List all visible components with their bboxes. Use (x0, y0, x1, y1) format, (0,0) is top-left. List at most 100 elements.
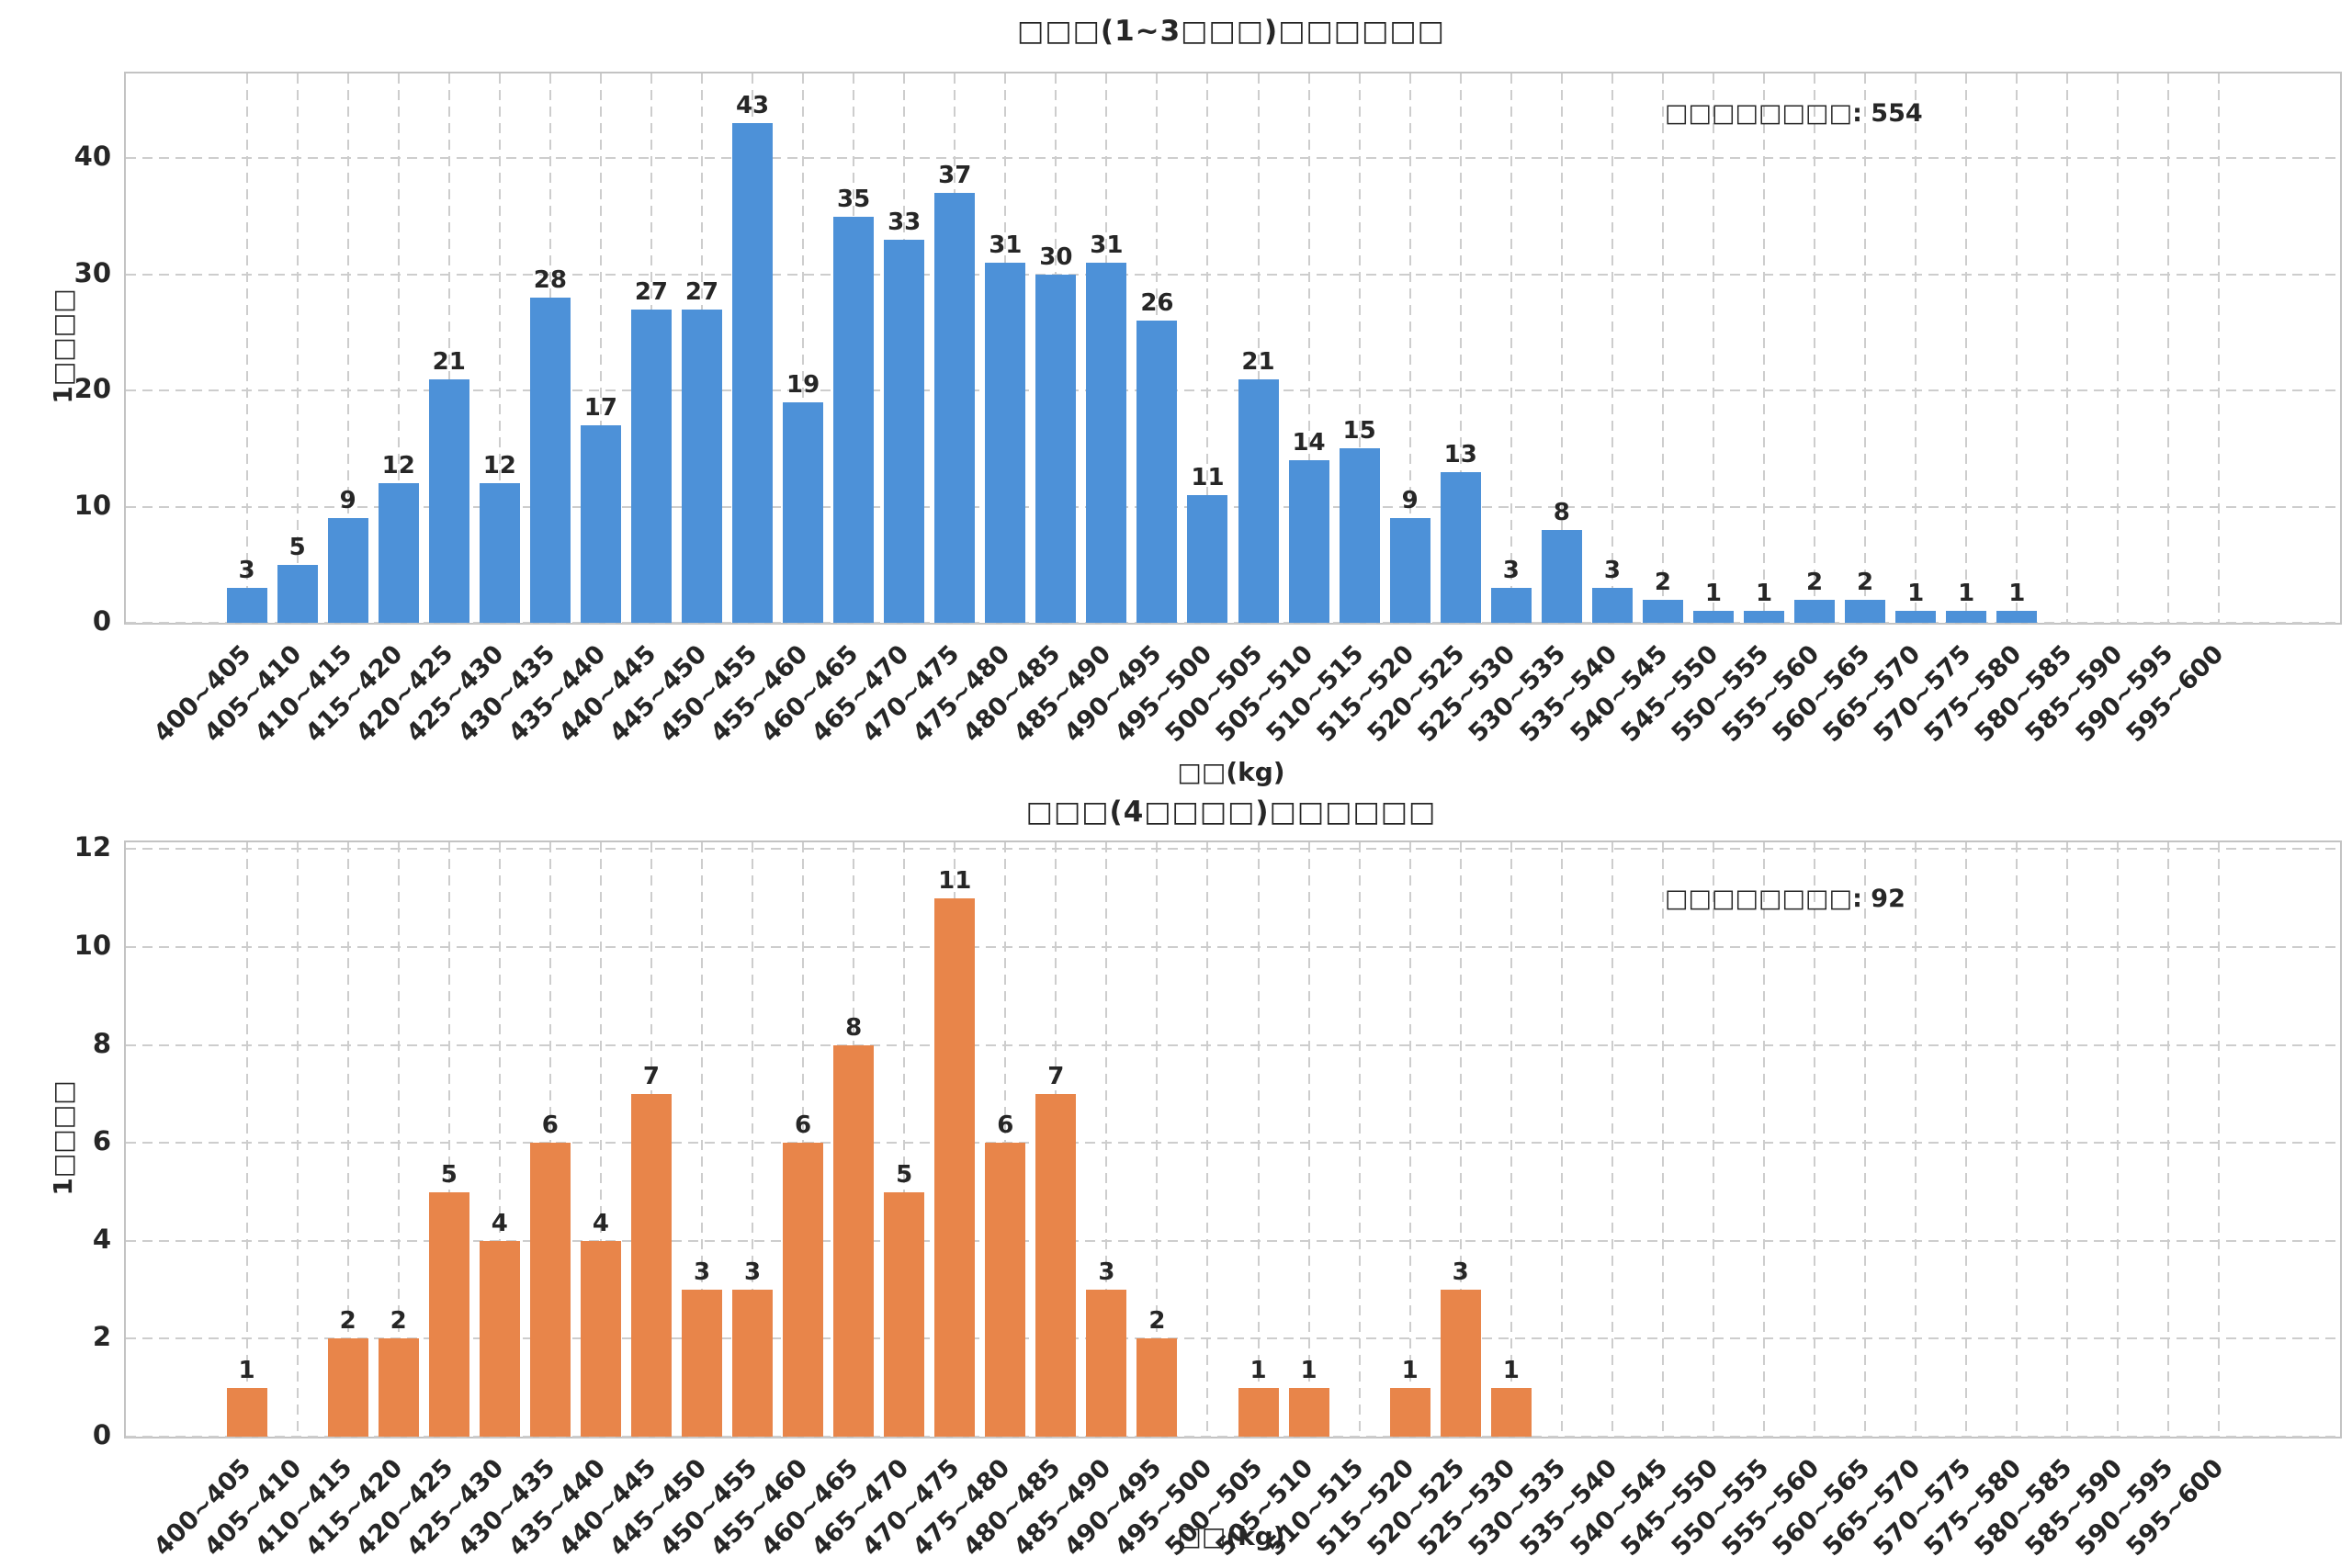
gridline-v (1257, 842, 1260, 1437)
bar (428, 1191, 469, 1437)
bar (428, 378, 469, 623)
gridline-v (2066, 842, 2069, 1437)
bar (1136, 1338, 1178, 1437)
y-tick-label: 0 (92, 1419, 111, 1450)
bar (529, 1143, 571, 1437)
bar-value-label: 1 (1958, 580, 1975, 608)
gridline-v (1257, 73, 1260, 623)
gridline-h (126, 1337, 2340, 1340)
bar (1794, 599, 1836, 623)
gridline-v (1763, 73, 1765, 623)
bar (1642, 599, 1683, 623)
gridline-v (752, 842, 754, 1437)
gridline-v (397, 73, 400, 623)
bar-value-label: 14 (1292, 429, 1326, 457)
bar (1238, 378, 1279, 623)
gridline-v (1560, 73, 1563, 623)
gridline-v (1156, 842, 1159, 1437)
chart1-title: □□□(1~3□□□)□□□□□□ (1017, 15, 1445, 48)
y-tick-label: 6 (92, 1125, 111, 1157)
gridline-h (126, 505, 2340, 508)
bar-value-label: 35 (837, 185, 871, 213)
bar (1288, 1387, 1329, 1437)
bar-value-label: 3 (743, 1258, 762, 1287)
bar (378, 483, 419, 623)
gridline-v (245, 842, 248, 1437)
bar-value-label: 4 (491, 1209, 508, 1237)
bar (1440, 1290, 1481, 1437)
bar (529, 298, 571, 623)
bar (1591, 588, 1633, 623)
gridline-v (296, 73, 299, 623)
bar-value-label: 6 (997, 1111, 1014, 1140)
gridline-v (498, 842, 501, 1437)
gridline-v (2117, 842, 2120, 1437)
bar (732, 123, 774, 623)
bar-value-label: 1 (1907, 580, 1925, 608)
gridline-v (245, 73, 248, 623)
bar-value-label: 2 (1806, 568, 1824, 596)
gridline-v (1510, 842, 1512, 1437)
gridline-v (548, 842, 551, 1437)
bar (327, 1338, 368, 1437)
bar-value-label: 3 (1452, 1258, 1469, 1287)
gridline-v (498, 73, 501, 623)
bar-value-label: 7 (642, 1062, 660, 1090)
chart1-plot-area: □□□□□□□□: 554 0 10 20 30 40 400~405 405~410 410… (74, 72, 2342, 748)
gridline-v (2218, 842, 2221, 1437)
bar-value-label: 33 (888, 208, 922, 236)
bar-value-label: 43 (735, 92, 770, 120)
bar-value-label: 4 (592, 1209, 609, 1237)
y-tick-label: 10 (74, 930, 111, 962)
gridline-v (1510, 73, 1512, 623)
gridline-v (1712, 73, 1714, 623)
gridline-v (1965, 73, 1968, 623)
bar-value-label: 3 (693, 1258, 711, 1287)
bar-value-label: 3 (1098, 1258, 1115, 1287)
bar-value-label: 1 (1704, 580, 1722, 608)
bar-value-label: 1 (2008, 580, 2026, 608)
gridline-v (1661, 842, 1664, 1437)
bar-value-label: 27 (684, 277, 719, 306)
bar-value-label: 21 (432, 347, 466, 376)
bar-value-label: 12 (381, 452, 415, 480)
bar (833, 1044, 875, 1437)
gridline-v (346, 73, 349, 623)
bar (681, 309, 722, 623)
y-tick-label: 10 (74, 489, 111, 521)
bar (1035, 1093, 1077, 1437)
gridline-h (126, 389, 2340, 392)
bar (580, 425, 621, 623)
gridline-v (2016, 842, 2018, 1437)
gridline-v (1814, 842, 1816, 1437)
gridline-v (447, 842, 450, 1437)
gridline-v (599, 842, 602, 1437)
gridline-v (903, 842, 906, 1437)
bar (1490, 588, 1532, 623)
bar-value-label: 3 (1603, 557, 1621, 585)
bar-value-label: 21 (1241, 347, 1275, 376)
bar-value-label: 7 (1047, 1062, 1065, 1090)
bar-value-label: 8 (845, 1013, 863, 1042)
y-tick-label: 40 (74, 141, 111, 173)
bar (884, 1191, 925, 1437)
bar-value-label: 3 (1502, 557, 1520, 585)
bar-value-label: 13 (1443, 440, 1477, 468)
bar (934, 897, 976, 1437)
gridline-v (1864, 842, 1867, 1437)
bar (378, 1338, 419, 1437)
gridline-v (802, 842, 805, 1437)
bar (1895, 611, 1937, 623)
gridline-h (126, 1142, 2340, 1145)
bar-value-label: 2 (390, 1307, 407, 1336)
gridline-v (1206, 842, 1209, 1437)
bar (681, 1290, 722, 1437)
chart2-title: □□□(4□□□□)□□□□□□ (1025, 795, 1437, 829)
bar (934, 193, 976, 623)
bar (479, 483, 520, 623)
gridline-v (802, 73, 805, 623)
bar-value-label: 1 (1250, 1356, 1267, 1384)
bar (833, 216, 875, 623)
y-tick-label: 12 (74, 831, 111, 863)
